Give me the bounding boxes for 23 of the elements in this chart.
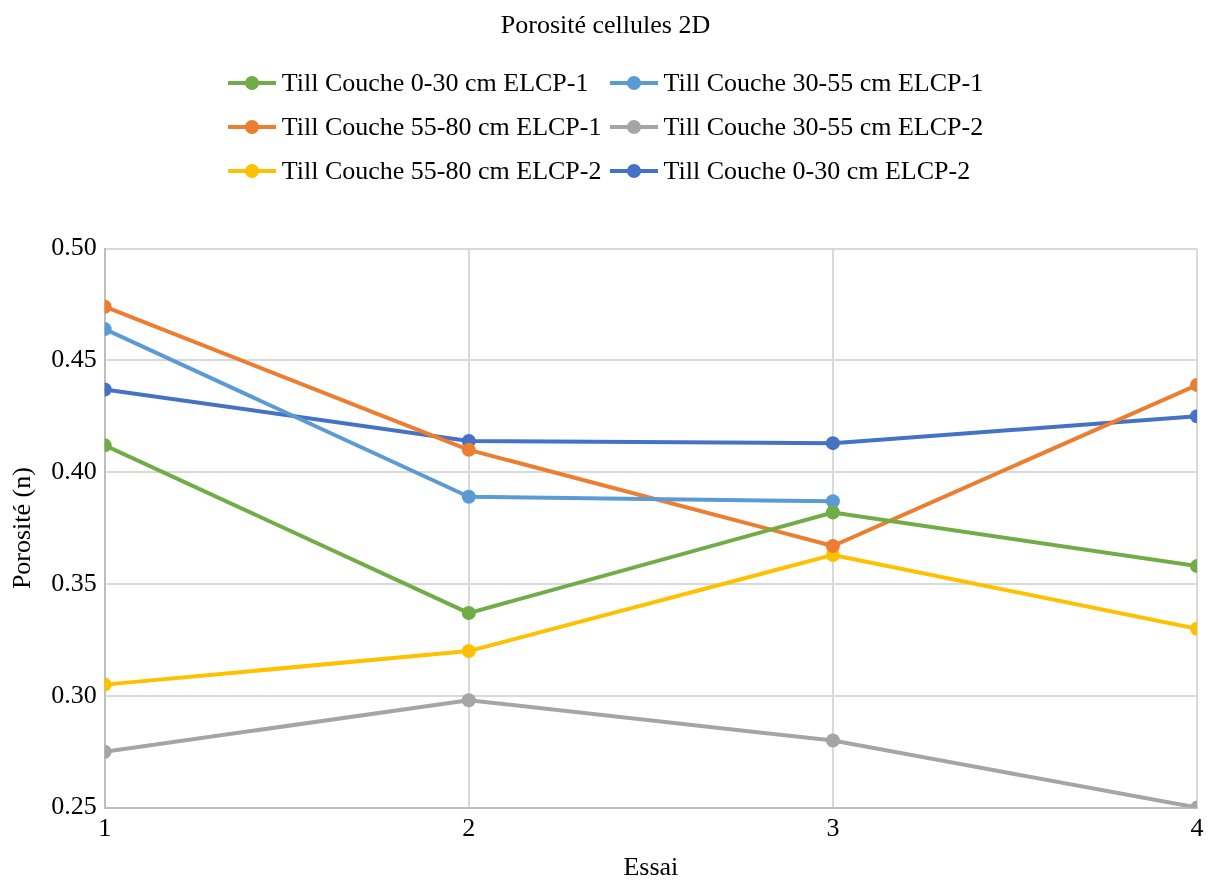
x-tick-label: 3	[826, 813, 840, 843]
point	[461, 693, 476, 708]
x-tick-label: 4	[1190, 813, 1204, 843]
x-tick-label: 2	[462, 813, 476, 843]
y-tick-label: 0.45	[51, 344, 97, 374]
legend-label: Till Couche 0-30 cm ELCP-1	[281, 68, 589, 98]
y-tick-label: 0.30	[51, 679, 97, 709]
y-tick-label: 0.25	[51, 791, 97, 821]
y-tick-label: 0.35	[51, 567, 97, 597]
chart-title: Porosité cellules 2D	[499, 10, 712, 40]
legend-label: Till Couche 55-80 cm ELCP-2	[281, 156, 602, 186]
legend-label: Till Couche 55-80 cm ELCP-1	[281, 112, 602, 142]
y-axis-title: Porosité (n)	[7, 467, 37, 590]
point	[825, 494, 840, 509]
legend-label: Till Couche 0-30 cm ELCP-2	[663, 156, 971, 186]
point	[461, 489, 476, 504]
x-tick-label: 1	[98, 813, 112, 843]
y-tick-label: 0.40	[51, 456, 97, 486]
point	[825, 733, 840, 748]
x-axis-title: Essai	[623, 852, 679, 882]
legend-label: Till Couche 30-55 cm ELCP-2	[663, 112, 984, 142]
legend-label: Till Couche 30-55 cm ELCP-1	[663, 68, 984, 98]
y-tick-label: 0.50	[51, 232, 97, 262]
